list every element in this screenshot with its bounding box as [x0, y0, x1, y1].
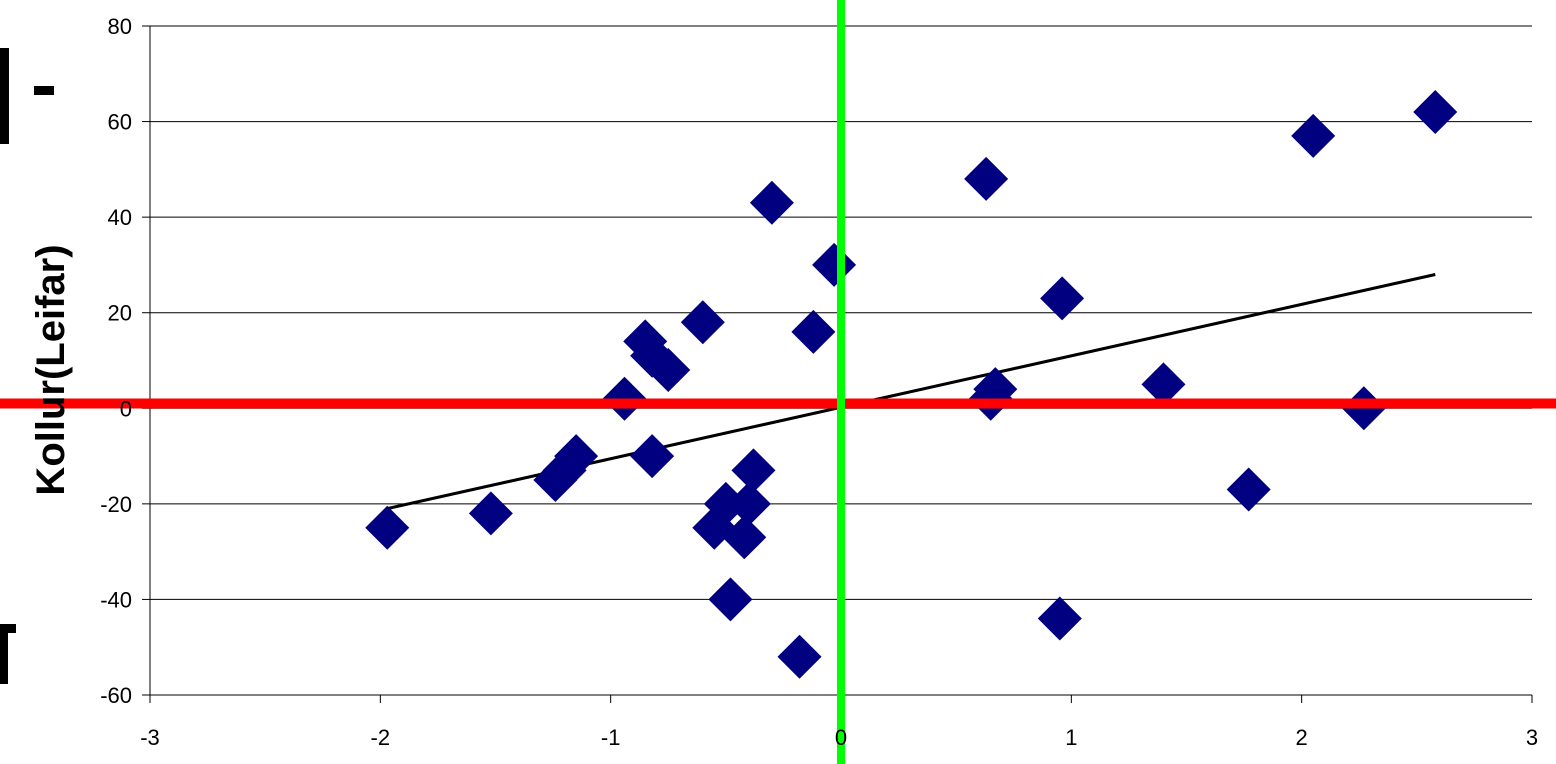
data-point	[708, 577, 753, 622]
y-tick-label: -60	[100, 683, 132, 708]
x-tick-label: 0	[835, 725, 847, 750]
data-point	[777, 634, 822, 679]
data-point	[554, 434, 599, 479]
y-tick-label: 0	[120, 396, 132, 421]
y-axis-title: Kollur(Leifar)	[29, 244, 73, 495]
x-tick-label: 1	[1065, 725, 1077, 750]
data-point	[1141, 362, 1186, 407]
data-point	[726, 481, 771, 526]
y-tick-label: 40	[108, 205, 132, 230]
data-point	[964, 156, 1009, 201]
y-tick-label: -40	[100, 587, 132, 612]
data-point	[365, 505, 410, 550]
data-points	[365, 90, 1458, 679]
y-tick-label: 60	[108, 110, 132, 135]
data-point	[812, 242, 857, 287]
x-tick-label: 3	[1526, 725, 1538, 750]
data-point	[1040, 276, 1085, 321]
data-point	[1037, 596, 1082, 641]
data-point	[1413, 90, 1458, 135]
data-point	[468, 491, 513, 536]
data-point	[749, 180, 794, 225]
data-point	[630, 434, 675, 479]
data-point	[680, 300, 725, 345]
data-point	[646, 348, 691, 393]
data-point	[722, 515, 767, 560]
x-tick-label: -3	[140, 725, 160, 750]
data-point	[1226, 467, 1271, 512]
x-tick-label: 2	[1296, 725, 1308, 750]
y-tick-label: 20	[108, 301, 132, 326]
data-point	[791, 309, 836, 354]
data-point	[1291, 113, 1336, 158]
y-tick-label: -20	[100, 492, 132, 517]
left-bracket-marks	[0, 48, 54, 684]
y-tick-label: 80	[108, 14, 132, 39]
tick-labels: 80 60 40 20 0 -20 -40 -60 -3 -2 -1 0 1 2 3	[100, 14, 1538, 750]
x-tick-label: -1	[601, 725, 621, 750]
data-point	[731, 448, 776, 493]
x-tick-label: -2	[371, 725, 391, 750]
